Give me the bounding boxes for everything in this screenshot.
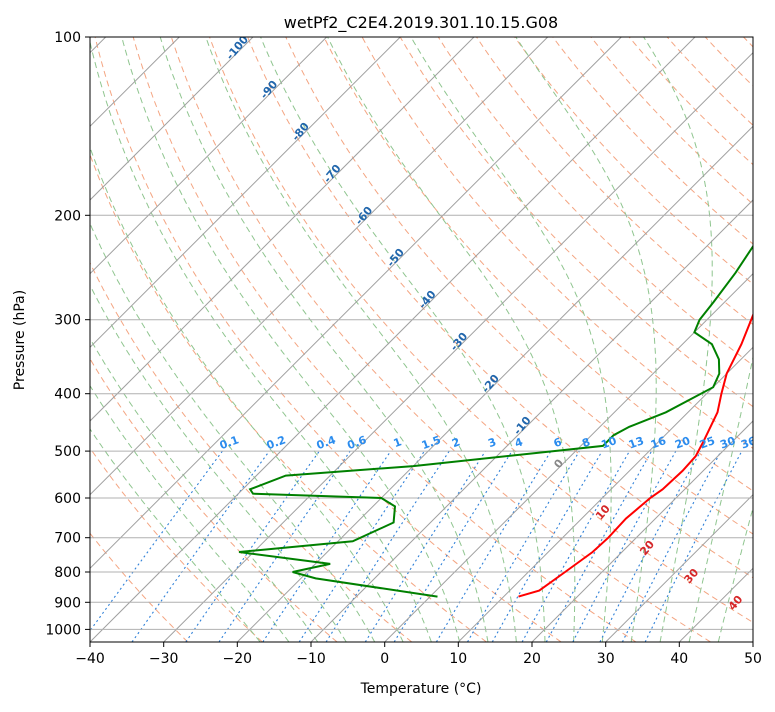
y-tick-label: 500 (54, 444, 81, 460)
x-tick-label: 30 (597, 651, 615, 667)
y-tick-label: 200 (54, 208, 81, 224)
y-tick-label: 800 (54, 565, 81, 581)
y-tick-label: 900 (54, 595, 81, 611)
y-tick-label: 600 (54, 491, 81, 507)
y-tick-label: 1000 (45, 622, 81, 638)
x-axis-label: Temperature (°C) (360, 681, 482, 697)
y-tick-label: 700 (54, 531, 81, 547)
y-tick-label: 300 (54, 313, 81, 329)
x-tick-label: −40 (75, 651, 105, 667)
x-tick-label: 40 (670, 651, 688, 667)
x-tick-label: 50 (744, 651, 762, 667)
x-tick-label: −10 (296, 651, 326, 667)
y-axis-label: Pressure (hPa) (12, 290, 28, 390)
x-tick-label: −30 (149, 651, 179, 667)
x-tick-label: 10 (449, 651, 467, 667)
x-tick-label: 20 (523, 651, 541, 667)
y-tick-label: 400 (54, 387, 81, 403)
x-tick-label: 0 (380, 651, 389, 667)
x-tick-label: −20 (223, 651, 253, 667)
chart-title: wetPf2_C2E4.2019.301.10.15.G08 (284, 13, 558, 33)
y-tick-label: 100 (54, 30, 81, 46)
